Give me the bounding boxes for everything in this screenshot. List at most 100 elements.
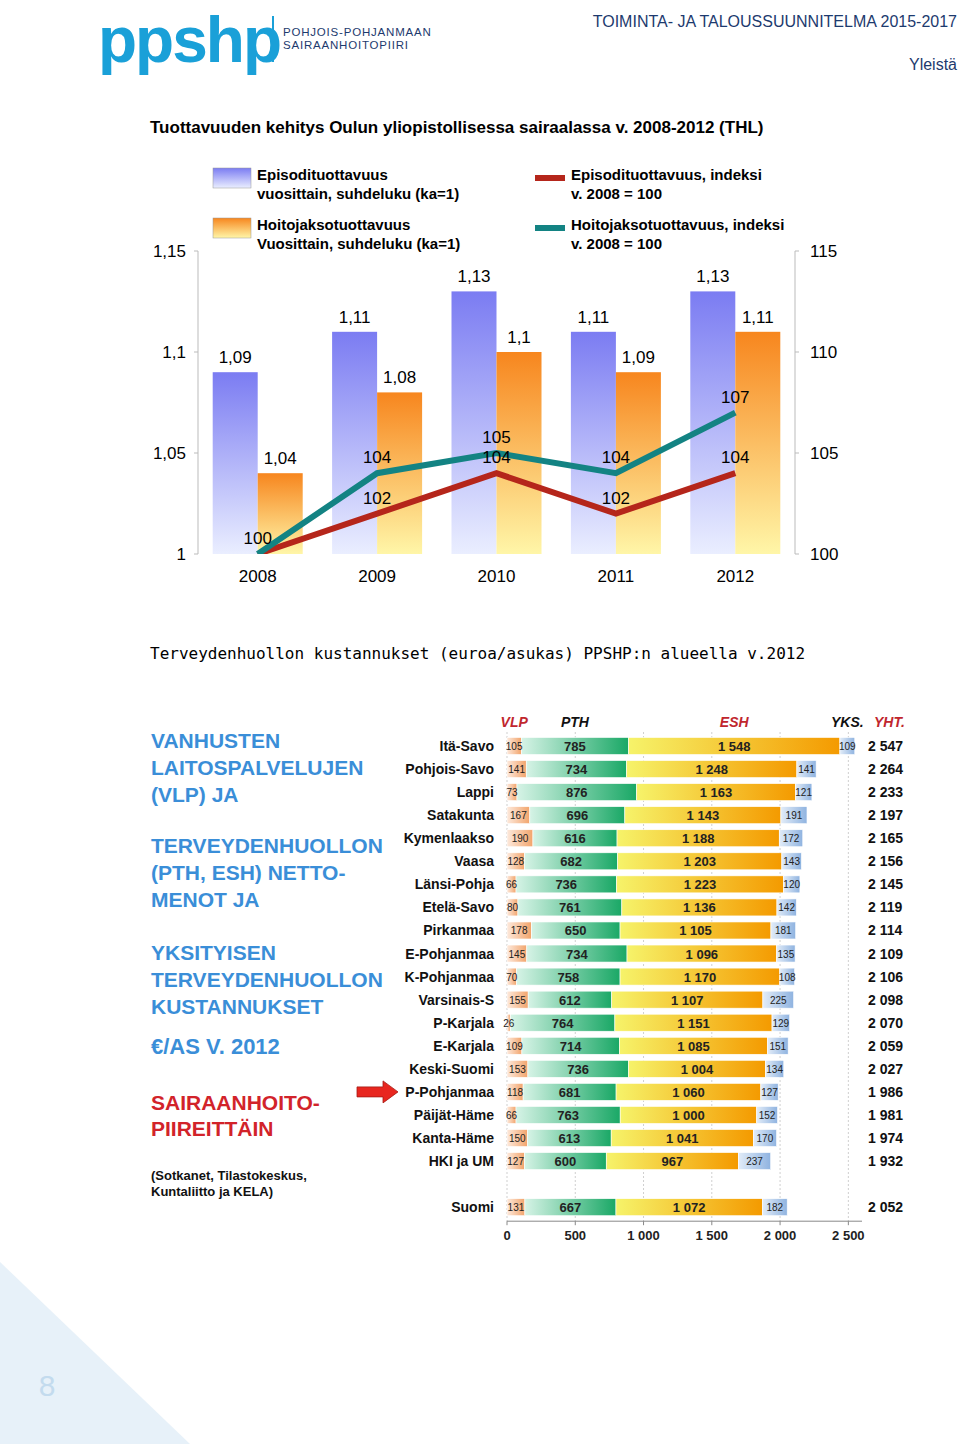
bar-segment bbox=[637, 784, 796, 801]
bar-segment bbox=[763, 991, 794, 1008]
category-label: Suomi bbox=[451, 1199, 494, 1215]
annotation: SAIRAANHOITO- bbox=[151, 1091, 320, 1114]
segment-label: 1 136 bbox=[683, 900, 716, 915]
segment-label: 600 bbox=[554, 1154, 576, 1169]
segment-label: 616 bbox=[564, 831, 586, 846]
page-number: 8 bbox=[39, 1369, 56, 1402]
total-label: 2 233 bbox=[868, 784, 903, 800]
data-labels: 1,091,111,131,111,131,041,081,11,091,111… bbox=[219, 267, 774, 548]
bar-segment bbox=[777, 945, 795, 962]
bar-segment bbox=[521, 738, 628, 755]
segment-label: 667 bbox=[560, 1200, 582, 1215]
segment-label: 785 bbox=[564, 739, 586, 754]
segment-label: 736 bbox=[555, 877, 577, 892]
x-tick-label: 2008 bbox=[239, 567, 277, 586]
legend-label-line: Hoitojaksotuottavuus, indeksi bbox=[571, 216, 784, 233]
plot-area bbox=[213, 291, 781, 554]
section: Yleistä bbox=[909, 56, 957, 73]
data-labels: 1051417316719012866801781457015526109153… bbox=[503, 739, 856, 1215]
y-tick-label: 1 bbox=[177, 545, 186, 564]
segment-label: 141 bbox=[798, 764, 815, 775]
category-label: Päijät-Häme bbox=[414, 1107, 494, 1123]
x-tick bbox=[780, 1221, 781, 1225]
bar-segment bbox=[511, 1014, 615, 1031]
x-tick-label: 500 bbox=[564, 1228, 586, 1243]
bar-label: 1,11 bbox=[339, 308, 371, 327]
y2-tick-label: 115 bbox=[810, 242, 837, 261]
bar-segment bbox=[507, 991, 528, 1008]
bar-segment bbox=[517, 784, 637, 801]
y-tick bbox=[194, 554, 198, 555]
series-header: YKS. bbox=[831, 714, 864, 730]
segment-label: 736 bbox=[567, 1062, 589, 1077]
segment-label: 682 bbox=[560, 854, 582, 869]
annotation: Kuntaliitto ja KELA) bbox=[151, 1184, 273, 1199]
bar-segment bbox=[781, 807, 807, 824]
category-label: Lappi bbox=[457, 784, 494, 800]
y2-axis bbox=[795, 251, 796, 554]
line-label: 104 bbox=[602, 448, 630, 467]
chart-title: Tuottavuuden kehitys Oulun yliopistollis… bbox=[150, 118, 763, 137]
segment-label: 155 bbox=[509, 995, 526, 1006]
segment-label: 182 bbox=[766, 1202, 783, 1213]
total-label: 1 981 bbox=[868, 1107, 903, 1123]
segment-label: 764 bbox=[552, 1016, 574, 1031]
legend-label: HoitojaksotuottavuusVuosittain, suhdeluk… bbox=[257, 216, 460, 252]
total-label: 2 119 bbox=[868, 899, 902, 915]
segment-label: 109 bbox=[506, 1041, 523, 1052]
segment-label: 225 bbox=[770, 995, 787, 1006]
x-tick bbox=[643, 1221, 644, 1225]
total-label: 2 264 bbox=[868, 761, 903, 777]
legend-label: Episodituottavuusvuosittain, suhdeluku (… bbox=[257, 166, 459, 202]
bar-segment bbox=[528, 1060, 628, 1077]
bar-segment bbox=[629, 738, 840, 755]
segment-label: 734 bbox=[566, 762, 588, 777]
annotation: (VLP) JA bbox=[151, 783, 239, 806]
bar-segment bbox=[516, 1106, 620, 1123]
x-tick-label: 2011 bbox=[598, 567, 635, 586]
annotation: YKSITYISEN bbox=[151, 941, 276, 964]
bar-segment bbox=[507, 1153, 524, 1170]
bar-segment bbox=[782, 853, 802, 870]
bar-segment bbox=[797, 761, 816, 778]
segment-label: 120 bbox=[783, 879, 800, 890]
bar bbox=[213, 372, 258, 554]
segment-label: 109 bbox=[839, 741, 856, 752]
segment-label: 1 096 bbox=[686, 947, 719, 962]
segment-label: 152 bbox=[759, 1110, 776, 1121]
segment-label: 1 105 bbox=[679, 923, 712, 938]
series-header: VLP bbox=[501, 714, 529, 730]
bar-segment bbox=[507, 830, 533, 847]
bar-segment bbox=[620, 1106, 757, 1123]
bar-segment bbox=[753, 1130, 776, 1147]
annotation: €/AS V. 2012 bbox=[151, 1034, 280, 1059]
x-tick-label: 1 500 bbox=[696, 1228, 729, 1243]
category-label: Etelä-Savo bbox=[422, 899, 494, 915]
bar-segment bbox=[615, 1014, 772, 1031]
bar-segment bbox=[757, 1106, 778, 1123]
series-header: ESH bbox=[720, 714, 750, 730]
bar-label: 1,11 bbox=[577, 308, 609, 327]
bar-label: 1,04 bbox=[264, 449, 297, 468]
segment-label: 135 bbox=[778, 949, 795, 960]
segment-label: 1 163 bbox=[700, 785, 733, 800]
x-tick-label: 2 000 bbox=[764, 1228, 797, 1243]
bar-segment bbox=[530, 807, 625, 824]
segment-label: 763 bbox=[557, 1108, 579, 1123]
segment-label: 127 bbox=[761, 1087, 778, 1098]
segment-label: 612 bbox=[559, 993, 581, 1008]
annotation: TERVEYDENHUOLLON bbox=[151, 968, 383, 991]
bar-segment bbox=[507, 945, 527, 962]
grid-line bbox=[848, 732, 849, 1221]
y-tick bbox=[194, 453, 198, 454]
plot-area bbox=[507, 738, 855, 1216]
bar-segment bbox=[507, 807, 530, 824]
category-label: Pirkanmaa bbox=[423, 922, 494, 938]
y-tick-label: 1,1 bbox=[162, 343, 186, 362]
segment-label: 967 bbox=[661, 1154, 683, 1169]
bar-segment bbox=[616, 1199, 762, 1216]
segment-label: 734 bbox=[566, 947, 588, 962]
bar-segment bbox=[765, 1060, 783, 1077]
bar-segment bbox=[507, 1083, 523, 1100]
total-label: 2 145 bbox=[868, 876, 903, 892]
